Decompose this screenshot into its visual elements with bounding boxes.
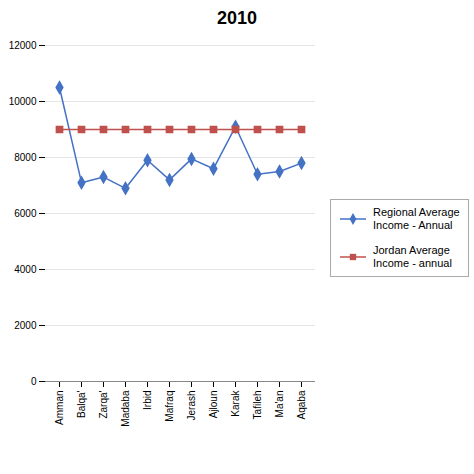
svg-text:Ajloun: Ajloun: [208, 391, 219, 419]
svg-text:8000: 8000: [14, 152, 37, 163]
svg-text:Zarqa': Zarqa': [98, 390, 109, 418]
html-text:2010: 2010: [217, 8, 257, 28]
svg-text:Madaba: Madaba: [120, 390, 131, 427]
html-text:Jordan Average Income - annual: Jordan Average Income - annual: [373, 244, 452, 270]
svg-text:Ma'an: Ma'an: [274, 391, 285, 418]
svg-text:4000: 4000: [14, 264, 37, 275]
svg-text:Karak: Karak: [230, 390, 241, 417]
svg-text:Jerash: Jerash: [186, 391, 197, 421]
svg-text:Amman: Amman: [54, 391, 65, 425]
svg-text:10000: 10000: [9, 96, 37, 107]
svg-text:0: 0: [31, 376, 37, 387]
svg-text:Irbid: Irbid: [142, 391, 153, 410]
svg-text:Balqa': Balqa': [76, 390, 87, 418]
html-text:Regional Average Income - Annu: Regional Average Income - Annual: [373, 205, 460, 231]
svg-text:Mafraq: Mafraq: [164, 391, 175, 422]
svg-text:Aqaba: Aqaba: [296, 390, 307, 419]
svg-text:Tafileh: Tafileh: [252, 391, 263, 420]
svg-text:12000: 12000: [9, 40, 37, 51]
svg-text:2000: 2000: [14, 320, 37, 331]
svg-text:6000: 6000: [14, 208, 37, 219]
